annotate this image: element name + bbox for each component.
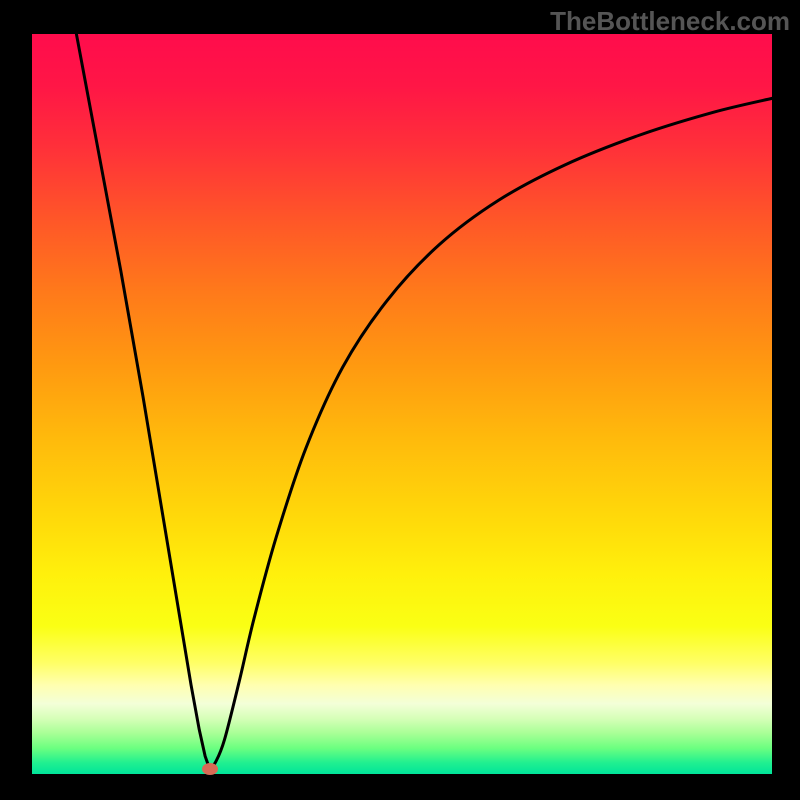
watermark-text: TheBottleneck.com	[550, 6, 790, 37]
chart-container: TheBottleneck.com	[0, 0, 800, 800]
optimal-point-marker	[202, 763, 218, 775]
bottleneck-curve	[0, 0, 800, 800]
